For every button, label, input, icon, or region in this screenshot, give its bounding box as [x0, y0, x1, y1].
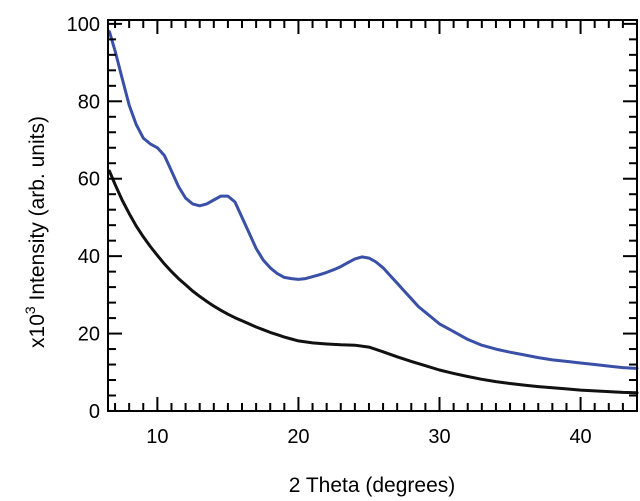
- y-axis-title-prefix: x10: [26, 314, 49, 348]
- axes-layer: [107, 19, 638, 412]
- y-axis-title-superscript: 3: [22, 306, 38, 314]
- y-tick-label: 80: [78, 91, 100, 113]
- x-tick-label: 30: [428, 426, 450, 448]
- x-axis-title: 2 Theta (degrees): [289, 474, 456, 497]
- tick-layer: [108, 20, 638, 412]
- y-tick-label: 40: [78, 246, 100, 268]
- y-axis-title-text: Intensity (arb. units): [26, 116, 49, 306]
- tick-label-layer: 10 20 30 40 0 20 40 60 80 100: [67, 14, 592, 448]
- y-tick-label: 60: [78, 169, 100, 191]
- series-line-2: [107, 169, 639, 395]
- series-layer: [107, 30, 639, 395]
- series-line-1: [107, 30, 639, 370]
- x-tick-label: 40: [569, 426, 591, 448]
- y-axis-title: x103 Intensity (arb. units): [22, 116, 49, 348]
- y-tick-label: 100: [67, 14, 100, 36]
- y-tick-label: 0: [89, 401, 100, 423]
- plot-frame: [107, 19, 638, 412]
- x-tick-label: 10: [146, 426, 168, 448]
- x-tick-label: 20: [287, 426, 309, 448]
- y-tick-label: 20: [78, 324, 100, 346]
